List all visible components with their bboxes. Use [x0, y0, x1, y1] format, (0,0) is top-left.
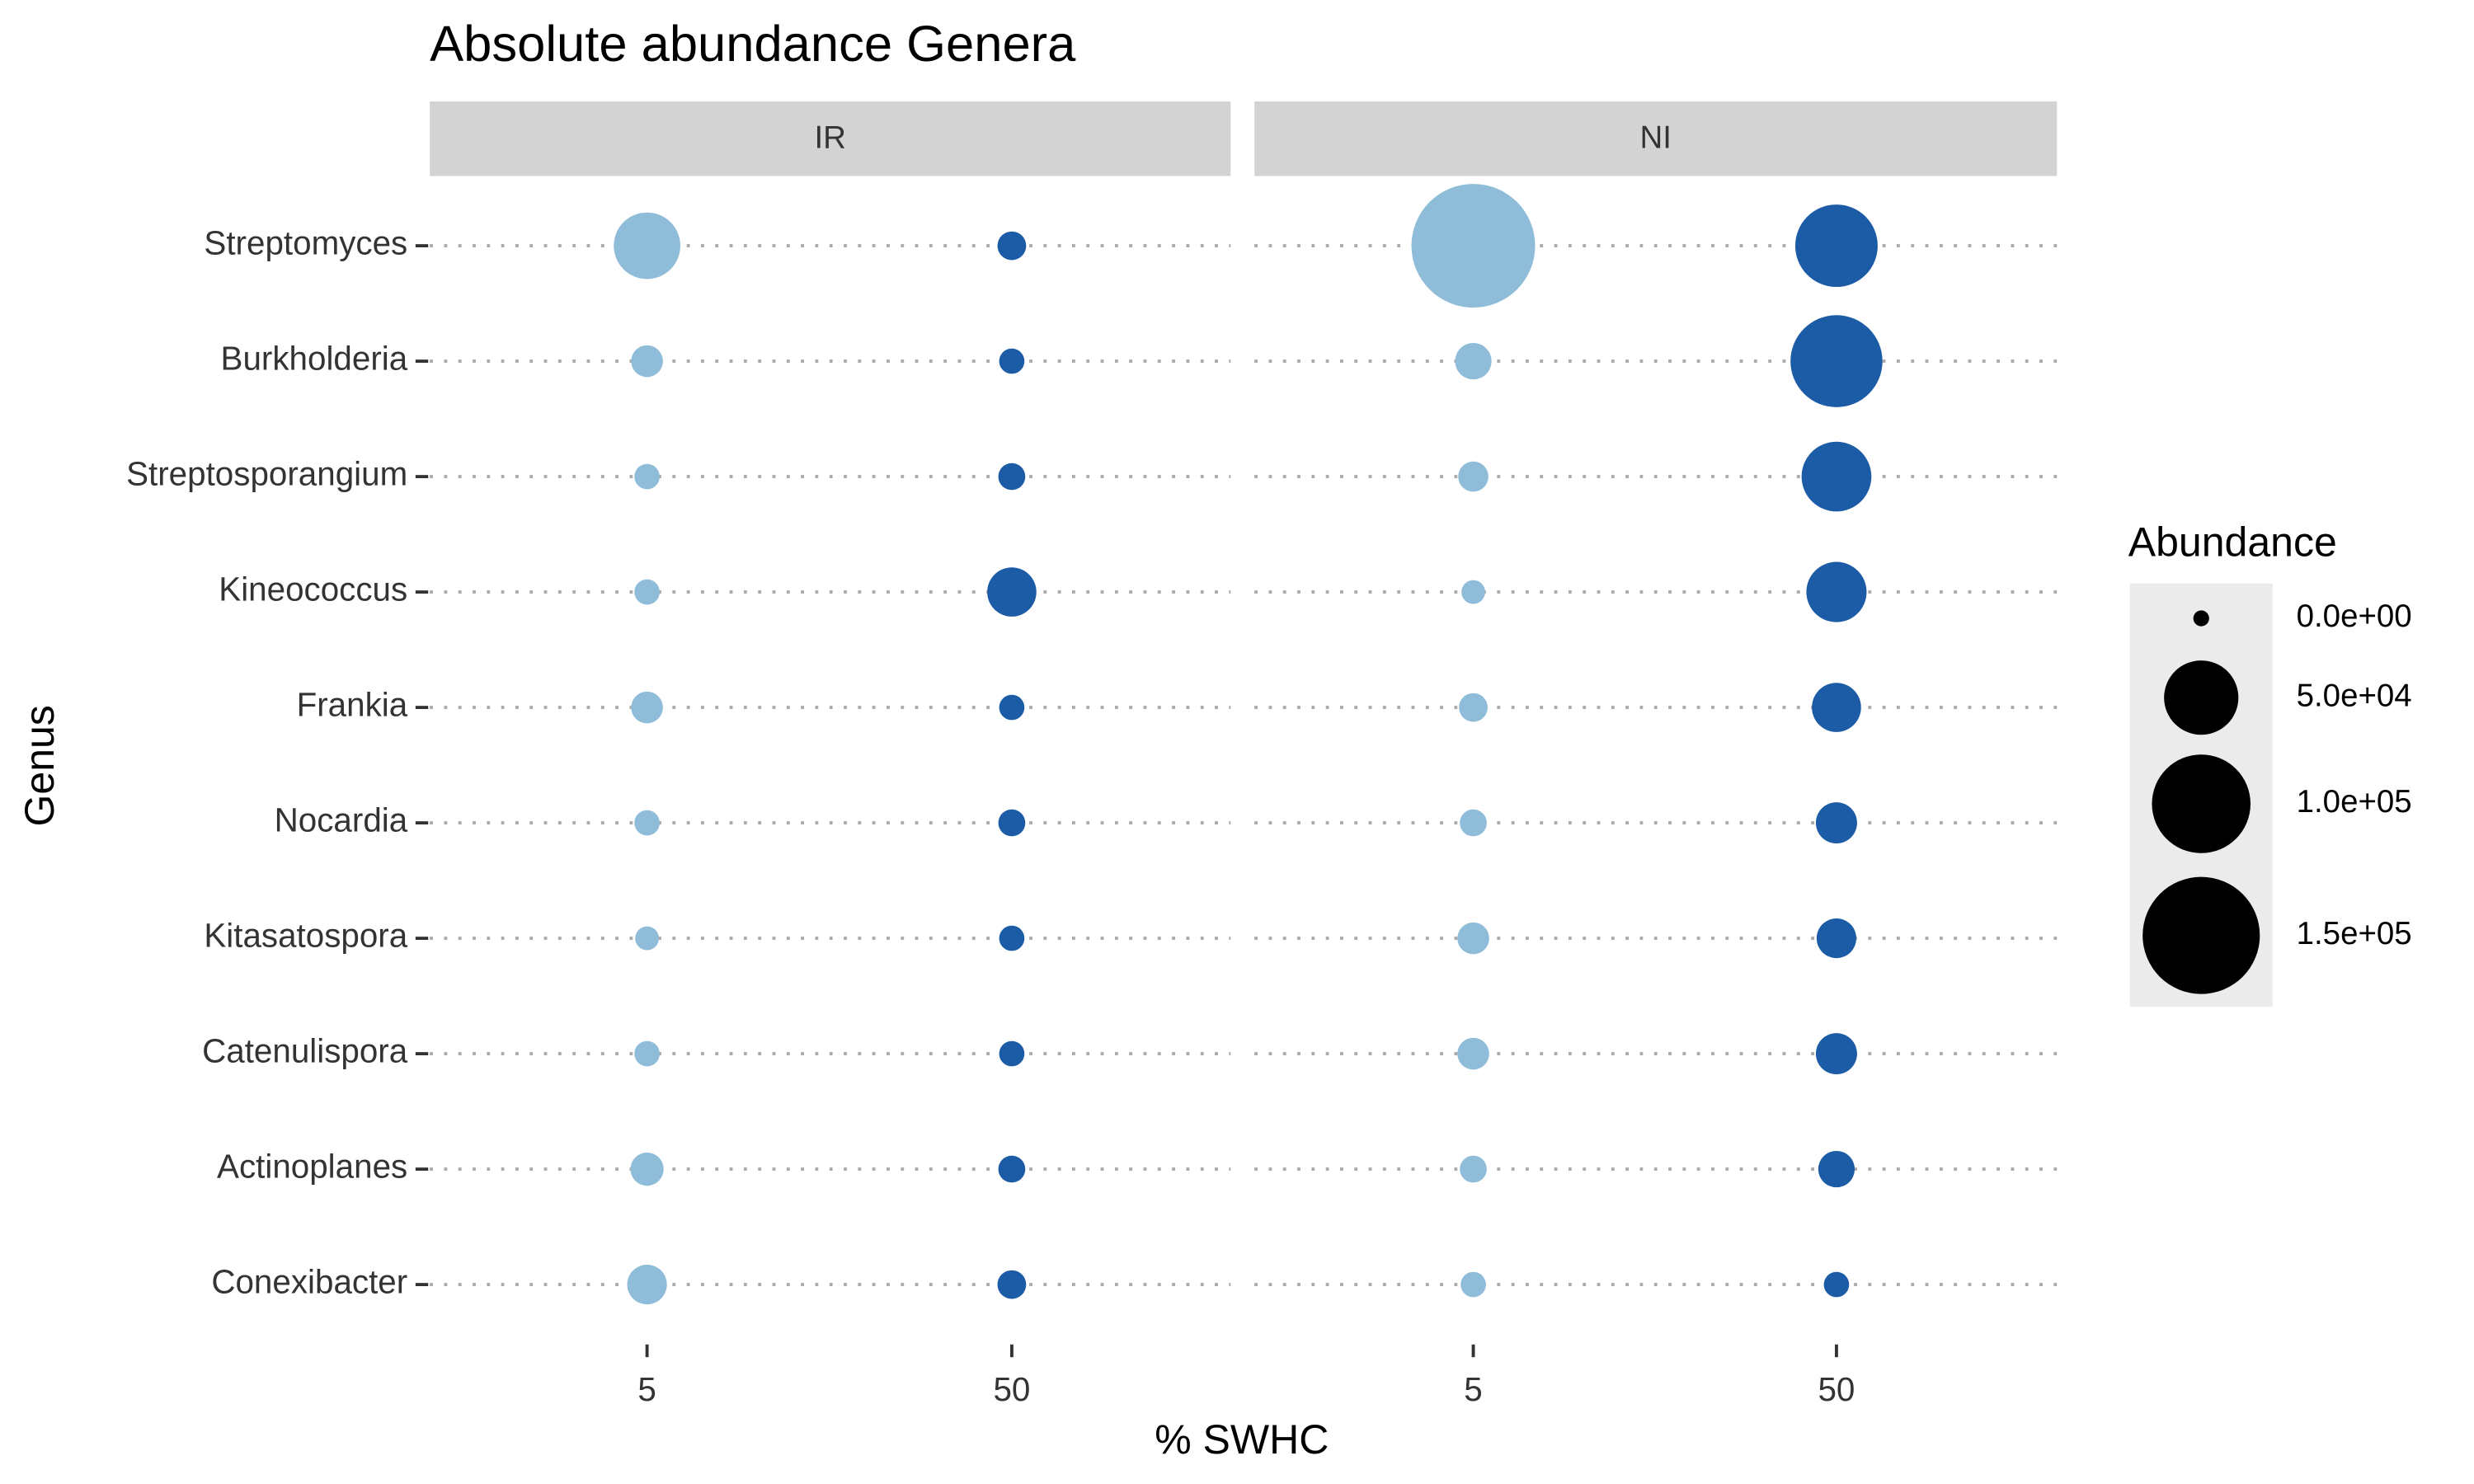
bubble	[1823, 1271, 1850, 1298]
bubble	[998, 1155, 1026, 1183]
y-tick-label: Actinoplanes	[217, 1148, 407, 1186]
legend-label: 1.0e+05	[2297, 784, 2412, 819]
bubble	[1459, 693, 1488, 722]
bubble	[634, 579, 660, 605]
bubble	[635, 926, 659, 951]
bubble	[998, 463, 1026, 491]
bubble	[999, 348, 1025, 374]
bubble	[1411, 184, 1536, 308]
y-tick-label: Streptosporangium	[126, 455, 407, 493]
bubble	[997, 231, 1027, 261]
bubble	[1455, 342, 1492, 380]
bubble	[1460, 1271, 1486, 1298]
bubble	[999, 925, 1025, 951]
chart-title: Absolute abundance Genera	[430, 16, 1076, 73]
bubble	[1806, 561, 1867, 622]
y-tick-label: Streptomyces	[204, 224, 407, 262]
bubble	[1461, 580, 1485, 604]
bubble	[634, 463, 660, 490]
facet-strip	[430, 101, 1231, 176]
legend-label: 1.5e+05	[2297, 916, 2412, 951]
x-axis-label: % SWHC	[1155, 1416, 1329, 1463]
bubble	[627, 1265, 667, 1305]
bubble	[1816, 918, 1856, 959]
legend-label: 0.0e+00	[2297, 599, 2412, 634]
x-tick-label: 50	[1818, 1370, 1855, 1408]
facet-label: IR	[814, 120, 845, 155]
x-tick-label: 5	[637, 1370, 656, 1408]
bubble	[999, 1040, 1025, 1067]
bubble	[1815, 802, 1857, 844]
x-tick-label: 50	[993, 1370, 1030, 1408]
bubble	[1458, 461, 1489, 492]
bubble	[1818, 1150, 1856, 1188]
legend-key	[2193, 610, 2209, 627]
bubble	[1460, 1155, 1487, 1183]
bubble	[634, 1040, 660, 1067]
bubble	[997, 1270, 1027, 1299]
bubble	[998, 809, 1026, 837]
bubble	[987, 567, 1037, 617]
y-axis-label: Genus	[16, 705, 63, 826]
legend-key	[2142, 876, 2260, 994]
bubble	[999, 694, 1025, 721]
bubble	[1457, 922, 1489, 955]
x-tick-label: 5	[1464, 1370, 1482, 1408]
facet-label: NI	[1639, 120, 1671, 155]
y-tick-label: Frankia	[297, 686, 408, 724]
legend-key	[2152, 754, 2251, 853]
y-tick-label: Burkholderia	[221, 340, 408, 378]
legend-label: 5.0e+04	[2297, 678, 2412, 713]
bubble	[614, 212, 680, 279]
legend-key	[2164, 660, 2239, 735]
y-tick-label: Kineococcus	[219, 571, 407, 608]
bubble	[1801, 441, 1872, 512]
bubble	[1460, 809, 1487, 837]
bubble	[630, 1152, 664, 1186]
y-tick-label: Kitasatospora	[204, 917, 407, 955]
bubble	[1815, 1033, 1857, 1075]
bubble	[1812, 683, 1861, 732]
y-tick-label: Nocardia	[275, 801, 408, 839]
y-tick-label: Conexibacter	[211, 1263, 407, 1301]
bubble	[1794, 204, 1878, 288]
facet-strip	[1254, 101, 2058, 176]
bubble	[634, 810, 660, 836]
bubble	[1790, 315, 1883, 407]
bubble	[631, 345, 663, 378]
bubble	[631, 691, 663, 724]
legend-title: Abundance	[2128, 519, 2337, 566]
y-tick-label: Catenulispora	[202, 1032, 408, 1070]
bubble	[1457, 1037, 1489, 1070]
